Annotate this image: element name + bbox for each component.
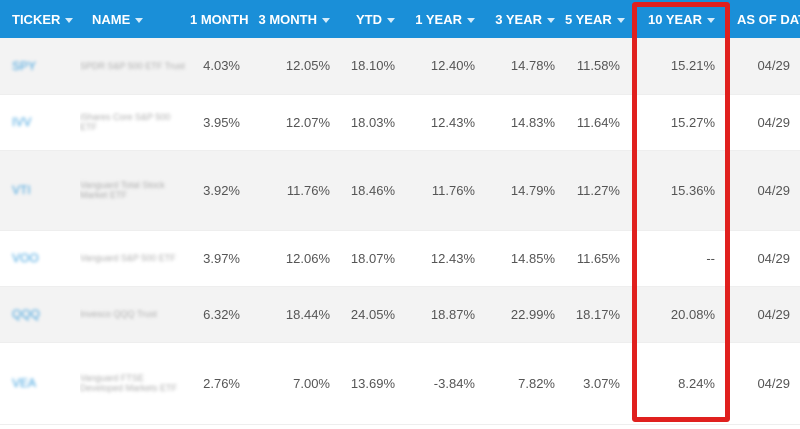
fund-name: Vanguard Total Stock Market ETF — [80, 150, 190, 231]
cell-3-year: 22.99% — [485, 286, 565, 343]
cell-5-year: 11.27% — [565, 150, 630, 231]
ticker-link[interactable]: VEA — [0, 342, 80, 425]
cell-3-month: 12.06% — [250, 230, 340, 287]
cell-5-year: 11.58% — [565, 38, 630, 95]
cell-1-year: 12.43% — [405, 230, 485, 287]
table-row: IVV iShares Core S&P 500 ETF 3.95% 12.07… — [0, 94, 800, 151]
header-row: TICKER NAME 1 MONTH 3 MONTH YTD 1 YEAR 3… — [0, 0, 800, 38]
cell-3-month: 12.07% — [250, 94, 340, 151]
column-header-label: AS OF DAT — [737, 11, 800, 27]
caret-down-icon[interactable] — [135, 17, 144, 23]
table-row: VTI Vanguard Total Stock Market ETF 3.92… — [0, 150, 800, 231]
column-header-label: YTD — [356, 11, 382, 27]
caret-down-icon[interactable] — [65, 17, 74, 23]
cell-1-year: 12.40% — [405, 38, 485, 95]
column-header-as-of-date[interactable]: AS OF DAT — [725, 0, 800, 38]
cell-3-year: 14.79% — [485, 150, 565, 231]
cell-ytd: 18.46% — [340, 150, 405, 231]
fund-name: Vanguard FTSE Developed Markets ETF — [80, 342, 190, 425]
cell-10-year: 15.36% — [630, 150, 725, 231]
cell-3-year: 14.83% — [485, 94, 565, 151]
cell-1-month: 2.76% — [190, 342, 250, 425]
cell-3-month: 11.76% — [250, 150, 340, 231]
column-header-label: 1 YEAR — [415, 11, 462, 27]
column-header-ticker[interactable]: TICKER — [0, 0, 80, 38]
fund-name: Invesco QQQ Trust — [80, 286, 190, 343]
cell-ytd: 18.07% — [340, 230, 405, 287]
caret-down-icon[interactable] — [467, 17, 475, 23]
cell-as-of-date: 04/29 — [725, 286, 800, 343]
ticker-link[interactable]: IVV — [0, 94, 80, 151]
column-header-label: 3 YEAR — [495, 11, 542, 27]
cell-5-year: 18.17% — [565, 286, 630, 343]
column-header-label: 1 MONTH — [190, 11, 249, 27]
column-header-5-year[interactable]: 5 YEAR — [565, 0, 630, 38]
caret-down-icon[interactable] — [707, 17, 715, 23]
cell-1-month: 4.03% — [190, 38, 250, 95]
column-header-label: 10 YEAR — [648, 11, 702, 27]
column-header-1-year[interactable]: 1 YEAR — [405, 0, 485, 38]
cell-10-year: 15.27% — [630, 94, 725, 151]
ticker-link[interactable]: QQQ — [0, 286, 80, 343]
cell-3-month: 12.05% — [250, 38, 340, 95]
cell-5-year: 11.65% — [565, 230, 630, 287]
ticker-link[interactable]: SPY — [0, 38, 80, 95]
cell-3-year: 14.85% — [485, 230, 565, 287]
cell-10-year: 20.08% — [630, 286, 725, 343]
cell-as-of-date: 04/29 — [725, 230, 800, 287]
fund-name: SPDR S&P 500 ETF Trust — [80, 38, 190, 95]
column-header-label: TICKER — [12, 11, 61, 27]
table-row: QQQ Invesco QQQ Trust 6.32% 18.44% 24.05… — [0, 286, 800, 343]
cell-5-year: 3.07% — [565, 342, 630, 425]
table-row: VEA Vanguard FTSE Developed Markets ETF … — [0, 342, 800, 425]
cell-1-year: 18.87% — [405, 286, 485, 343]
ticker-link[interactable]: VOO — [0, 230, 80, 287]
cell-ytd: 24.05% — [340, 286, 405, 343]
cell-3-year: 14.78% — [485, 38, 565, 95]
column-header-3-month[interactable]: 3 MONTH — [250, 0, 340, 38]
fund-name: Vanguard S&P 500 ETF — [80, 230, 190, 287]
table-row: VOO Vanguard S&P 500 ETF 3.97% 12.06% 18… — [0, 230, 800, 287]
ticker-link[interactable]: VTI — [0, 150, 80, 231]
cell-as-of-date: 04/29 — [725, 38, 800, 95]
cell-1-year: -3.84% — [405, 342, 485, 425]
column-header-10-year[interactable]: 10 YEAR — [630, 0, 725, 38]
cell-10-year: -- — [630, 230, 725, 287]
cell-10-year: 8.24% — [630, 342, 725, 425]
caret-down-icon[interactable] — [322, 17, 330, 23]
caret-down-icon[interactable] — [547, 17, 555, 23]
cell-10-year: 15.21% — [630, 38, 725, 95]
table-row: SPY SPDR S&P 500 ETF Trust 4.03% 12.05% … — [0, 38, 800, 95]
cell-1-year: 12.43% — [405, 94, 485, 151]
cell-1-month: 3.97% — [190, 230, 250, 287]
column-header-ytd[interactable]: YTD — [340, 0, 405, 38]
column-header-1-month[interactable]: 1 MONTH — [190, 0, 250, 38]
cell-5-year: 11.64% — [565, 94, 630, 151]
cell-1-month: 3.92% — [190, 150, 250, 231]
cell-1-year: 11.76% — [405, 150, 485, 231]
cell-3-month: 18.44% — [250, 286, 340, 343]
cell-as-of-date: 04/29 — [725, 342, 800, 425]
cell-ytd: 18.10% — [340, 38, 405, 95]
cell-ytd: 13.69% — [340, 342, 405, 425]
cell-as-of-date: 04/29 — [725, 150, 800, 231]
caret-down-icon[interactable] — [616, 17, 625, 23]
cell-1-month: 3.95% — [190, 94, 250, 151]
caret-down-icon[interactable] — [387, 17, 395, 23]
column-header-label: 3 MONTH — [258, 11, 318, 27]
column-header-3-year[interactable]: 3 YEAR — [485, 0, 565, 38]
column-header-label: 5 YEAR — [565, 11, 612, 27]
cell-ytd: 18.03% — [340, 94, 405, 151]
column-header-name[interactable]: NAME — [80, 0, 190, 38]
column-header-label: NAME — [92, 11, 131, 27]
fund-name: iShares Core S&P 500 ETF — [80, 94, 190, 151]
cell-3-year: 7.82% — [485, 342, 565, 425]
cell-1-month: 6.32% — [190, 286, 250, 343]
cell-as-of-date: 04/29 — [725, 94, 800, 151]
cell-3-month: 7.00% — [250, 342, 340, 425]
